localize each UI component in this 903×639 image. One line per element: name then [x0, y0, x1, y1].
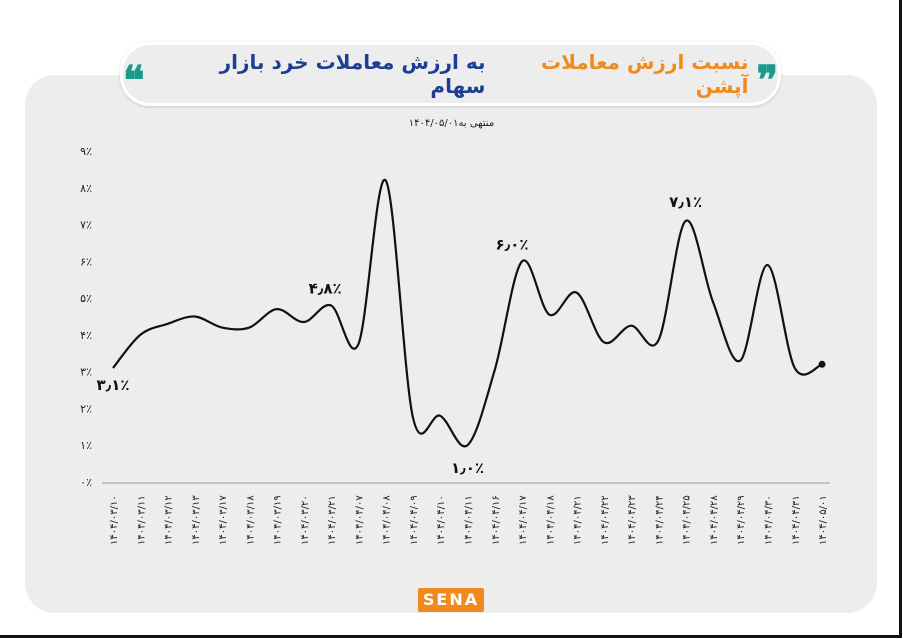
x-tick-label: ۱۴۰۴/۰۴/۱۱	[464, 495, 475, 545]
data-label: ۱٫۰٪	[451, 459, 484, 477]
x-tick-label: ۱۴۰۴/۰۴/۲۱	[573, 495, 584, 545]
x-tick-label: ۱۴۰۴/۰۳/۲۰	[300, 495, 311, 545]
quote-close-icon: ❝	[123, 57, 145, 104]
x-tick-label: ۱۴۰۴/۰۳/۲۱	[327, 495, 338, 545]
x-tick-label: ۱۴۰۴/۰۳/۱۹	[273, 495, 284, 545]
series-line	[112, 179, 823, 448]
y-tick-label: ۰٪	[80, 476, 92, 489]
data-label: ۳٫۱٪	[96, 376, 129, 394]
x-tick-label: ۱۴۰۴/۰۳/۱۱	[136, 495, 147, 545]
data-label: ۷٫۱٪	[669, 193, 702, 211]
x-tick-label: ۱۴۰۴/۰۴/۱۷	[518, 495, 529, 545]
y-tick-label: ۲٪	[80, 402, 92, 415]
x-tick-label: ۱۴۰۴/۰۴/۱۸	[545, 495, 556, 545]
x-tick-label: ۱۴۰۴/۰۴/۲۴	[654, 495, 665, 545]
x-tick-label: ۱۴۰۴/۰۴/۰۸	[382, 495, 393, 545]
title-part-2: به ارزش معاملات خرد بازار سهام	[219, 50, 486, 98]
chart-title: ❞ نسبت ارزش معاملات آپشن به ارزش معاملات…	[120, 42, 781, 106]
x-tick-label: ۱۴۰۴/۰۳/۱۸	[245, 495, 256, 545]
x-tick-label: ۱۴۰۴/۰۳/۱۷	[218, 495, 229, 545]
y-tick-label: ۸٪	[80, 182, 92, 195]
y-tick-label: ۷٪	[80, 219, 92, 232]
x-tick-label: ۱۴۰۴/۰۳/۱۳	[191, 495, 202, 545]
x-tick-label: ۱۴۰۴/۰۴/۳۱	[791, 495, 802, 545]
y-tick-label: ۶٪	[80, 255, 92, 268]
x-tick-label: ۱۴۰۴/۰۴/۳۰	[763, 495, 774, 545]
data-label: ۶٫۰٪	[496, 235, 529, 253]
x-tick-label: ۱۴۰۴/۰۴/۲۵	[682, 495, 693, 545]
x-tick-label: ۱۴۰۴/۰۴/۲۸	[709, 495, 720, 545]
y-tick-label: ۵٪	[80, 292, 92, 305]
y-tick-label: ۱٪	[80, 439, 92, 452]
x-tick-label: ۱۴۰۴/۰۴/۱۶	[491, 495, 502, 545]
y-tick-label: ۹٪	[80, 145, 92, 158]
x-tick-label: ۱۴۰۴/۰۴/۱۰	[436, 495, 447, 545]
x-tick-label: ۱۴۰۴/۰۴/۰۹	[409, 495, 420, 545]
chart-subtitle: منتهی به۱۴۰۴/۰۵/۰۱	[408, 118, 495, 129]
quote-open-icon: ❞	[756, 57, 778, 104]
y-tick-label: ۳٪	[80, 366, 92, 379]
x-tick-label: ۱۴۰۴/۰۵/۰۱	[818, 495, 829, 545]
x-tick-label: ۱۴۰۴/۰۴/۲۲	[600, 495, 611, 545]
sena-logo: SENA	[418, 588, 484, 612]
x-tick-label: ۱۴۰۴/۰۳/۱۲	[164, 495, 175, 545]
x-tick-label: ۱۴۰۴/۰۴/۲۹	[736, 495, 747, 545]
x-tick-label: ۱۴۰۴/۰۳/۱۰	[109, 495, 120, 545]
y-tick-label: ۴٪	[80, 329, 92, 342]
data-point	[818, 360, 826, 368]
chart-card	[25, 75, 877, 613]
x-tick-label: ۱۴۰۴/۰۴/۲۳	[627, 495, 638, 545]
x-tick-label: ۱۴۰۴/۰۴/۰۷	[354, 495, 365, 545]
data-label: ۴٫۸٪	[309, 279, 342, 297]
title-part-1: نسبت ارزش معاملات آپشن	[541, 50, 749, 98]
